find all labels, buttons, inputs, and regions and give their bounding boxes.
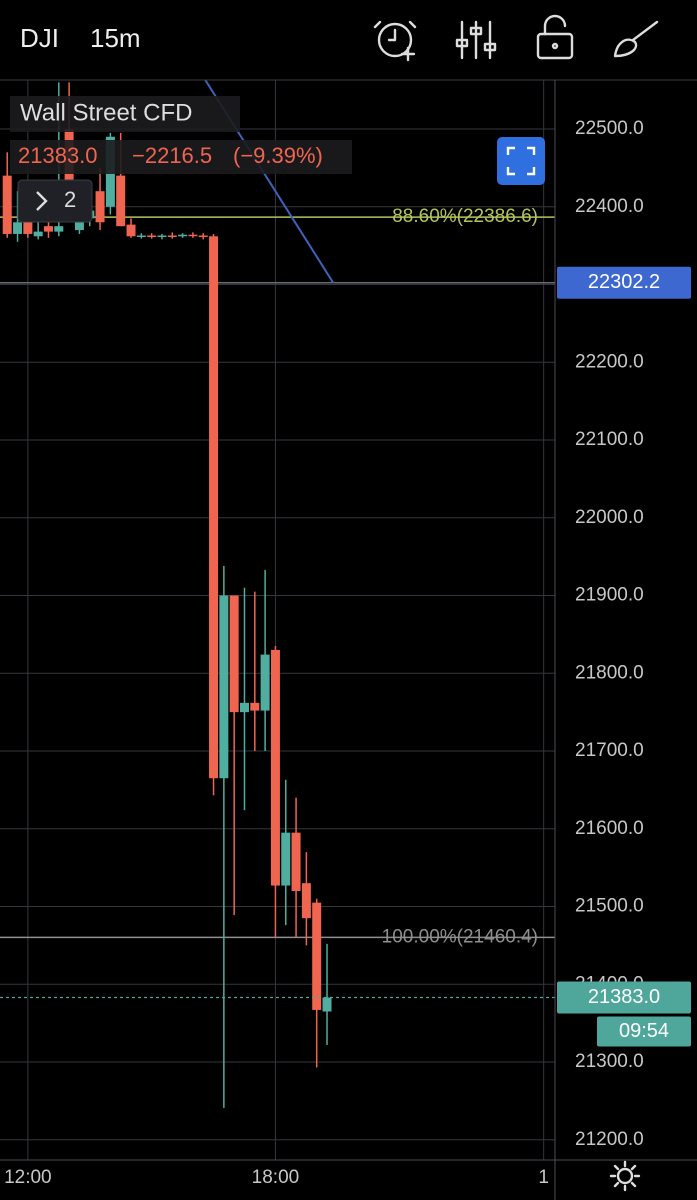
grid <box>0 80 555 1160</box>
plot-area: 88.60%(22386.6) 100.00%(21460.4) <box>0 80 555 1108</box>
candle-body <box>219 595 229 779</box>
y-tick-label: 21200.0 <box>575 1129 644 1150</box>
alert-icon[interactable] <box>373 20 417 62</box>
drawing-icon[interactable] <box>613 20 659 58</box>
candle-body <box>291 832 301 891</box>
candle-body <box>198 235 208 238</box>
candle-body <box>281 832 291 886</box>
interval[interactable]: 15m <box>90 23 141 53</box>
candle-body <box>260 654 270 711</box>
legend-change-percent: (−9.39%) <box>233 143 323 168</box>
y-tick-label: 21600.0 <box>575 818 644 839</box>
symbol[interactable]: DJI <box>20 23 59 53</box>
y-tick-label: 21300.0 <box>575 1051 644 1072</box>
candle-body <box>250 702 260 711</box>
candle-body <box>301 883 311 919</box>
candle-body <box>43 226 53 232</box>
chevron <box>36 191 48 211</box>
settings-icon[interactable] <box>609 1160 641 1192</box>
candle-body <box>312 902 322 1010</box>
candle-body <box>147 235 157 238</box>
legend-change: −2216.5 <box>132 143 212 168</box>
fib-label: 100.00%(21460.4) <box>382 926 538 947</box>
candle-body <box>136 235 146 238</box>
candle-body <box>33 231 43 237</box>
countdown-box <box>597 1016 691 1047</box>
candle-body <box>2 175 12 234</box>
candle-body <box>270 649 280 886</box>
candle-body <box>74 218 84 231</box>
fullscreen-button[interactable] <box>497 137 545 185</box>
y-tick-label: 22200.0 <box>575 351 644 372</box>
x-tick-label: 12:00 <box>4 1167 52 1188</box>
candle-body <box>116 175 126 227</box>
indicators-count: 2 <box>64 187 76 212</box>
candle-body <box>157 235 167 238</box>
candle-body <box>54 226 64 232</box>
horizontal-line-label: 22302.2 <box>588 271 660 293</box>
y-tick-label: 21800.0 <box>575 662 644 683</box>
legend-values-box <box>10 140 352 174</box>
candle-body <box>188 234 198 237</box>
last-price-label: 21383.0 <box>588 986 660 1008</box>
horizontal-line-label-box <box>557 266 691 299</box>
candle-body <box>126 224 136 237</box>
candle-body <box>178 234 188 237</box>
legend-title-box <box>10 96 240 132</box>
y-tick-label: 22000.0 <box>575 507 644 528</box>
indicators-toggle[interactable] <box>17 179 93 223</box>
candle-body <box>209 236 219 779</box>
candle-body <box>239 702 249 713</box>
indicators-icon[interactable] <box>455 20 497 60</box>
y-tick-label: 22400.0 <box>575 196 644 217</box>
x-tick-label: 1 <box>538 1167 549 1188</box>
last-price-box <box>557 981 691 1014</box>
candle-body <box>229 595 239 713</box>
legend-title: Wall Street CFD <box>20 99 192 126</box>
y-tick-label: 21700.0 <box>575 740 644 761</box>
y-tick-label: 22100.0 <box>575 429 644 450</box>
countdown-label: 09:54 <box>619 1020 669 1042</box>
fullscreen-icon <box>506 146 536 176</box>
lock-icon[interactable] <box>536 14 574 60</box>
candle-body <box>322 997 332 1012</box>
candle-body <box>13 222 23 234</box>
y-tick-label: 21500.0 <box>575 896 644 917</box>
y-tick-label: 21900.0 <box>575 585 644 606</box>
legend-close: 21383.0 <box>18 143 98 168</box>
fib-label: 88.60%(22386.6) <box>392 206 538 227</box>
candle-body <box>95 191 105 223</box>
x-tick-label: 18:00 <box>252 1167 300 1188</box>
candle-body <box>167 235 177 238</box>
y-tick-label: 22500.0 <box>575 118 644 139</box>
axes: 21200.021300.021400.021500.021600.021700… <box>4 118 691 1188</box>
